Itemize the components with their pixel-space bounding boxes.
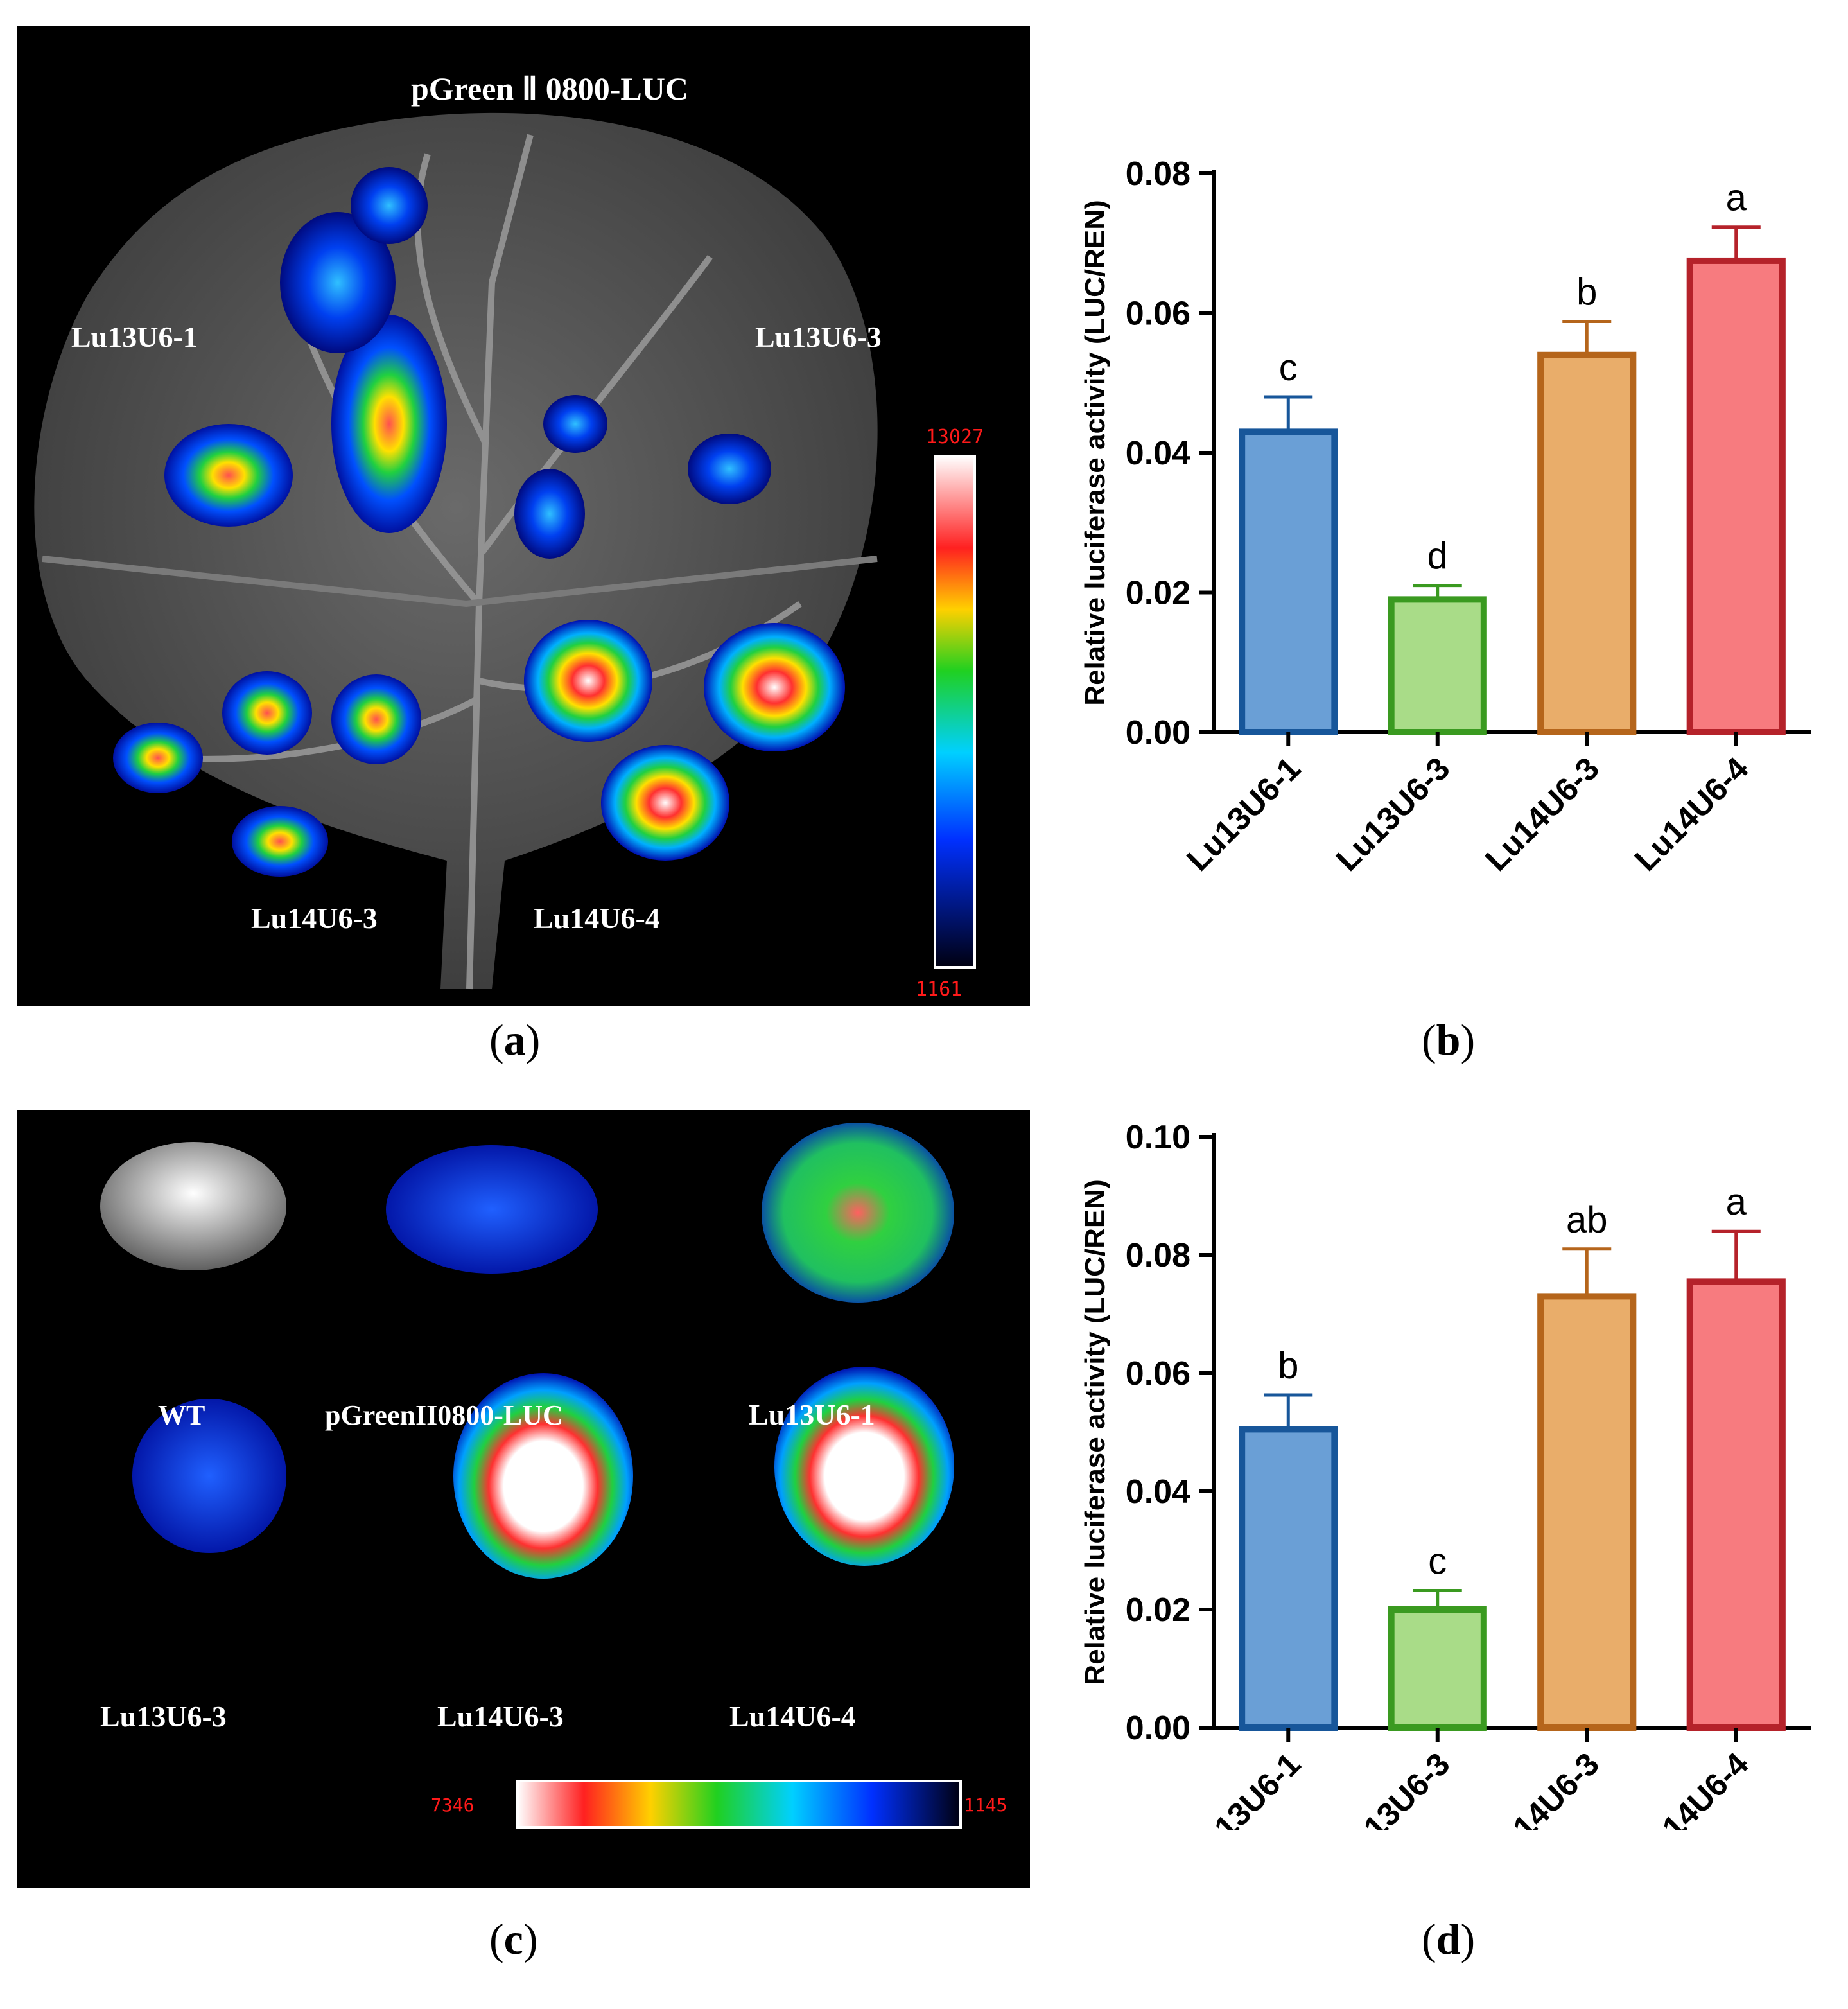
caption-d-letter: d — [1436, 1915, 1461, 1963]
leaf-image-svg: pGreen Ⅱ 0800-LUC Lu13U6-1 Lu13U6-3 Lu14… — [34, 71, 984, 1001]
significance-letter: b — [1278, 1345, 1298, 1387]
caption-c: (c) — [489, 1914, 538, 1965]
significance-letter: b — [1576, 272, 1597, 313]
bar-chart-b: 0.00 0.02 0.04 0.06 0.08 Relative luciferase … — [1079, 155, 1811, 878]
x-tick-label: Lu14U6-4 — [1628, 750, 1756, 878]
bar-lu14u6-4 — [1686, 1278, 1786, 1731]
y-tick-label: 0.00 — [1126, 714, 1190, 751]
caption-d: (d) — [1422, 1914, 1475, 1965]
sample-lu14u6-4 — [774, 1367, 954, 1566]
bar-lu14u6-3 — [1537, 1293, 1637, 1731]
caption-c-open: ( — [489, 1915, 504, 1963]
y-tick-label: 0.06 — [1126, 1355, 1190, 1392]
y-tick-label: 0.08 — [1126, 155, 1190, 193]
y-axis-label: Relative luciferase activity (LUC/REN) — [1079, 200, 1111, 705]
y-tick-label: 0.02 — [1126, 1592, 1190, 1629]
y-tick-label: 0.00 — [1126, 1710, 1190, 1747]
sample-lu13u6-3 — [132, 1399, 286, 1553]
callus-image-svg: WT pGreenII0800-LUC Lu13U6-1 Lu13U6-3 Lu… — [100, 1123, 1007, 1829]
x-tick-label: Lu13U6-3 — [1329, 1746, 1457, 1830]
luminescence-spots — [113, 167, 845, 877]
significance-letter: a — [1726, 1181, 1747, 1223]
sample-wt — [100, 1142, 286, 1270]
bar-lu13u6-3 — [1388, 596, 1487, 735]
scale-left-label: 7346 — [431, 1794, 474, 1816]
y-tick-label: 0.10 — [1126, 1119, 1190, 1156]
spot-label-lu13u6-1: Lu13U6-1 — [71, 320, 198, 353]
x-tick-label: Lu13U6-1 — [1180, 1746, 1307, 1830]
y-tick-label: 0.04 — [1126, 435, 1190, 472]
leaf-shape — [34, 112, 878, 989]
bar-lu14u6-3 — [1537, 351, 1637, 735]
x-tick-label: Lu14U6-3 — [1478, 1746, 1606, 1830]
x-tick-label: Lu13U6-3 — [1329, 750, 1457, 878]
intensity-scale-bar-horizontal — [516, 1780, 962, 1829]
caption-d-open: ( — [1422, 1915, 1436, 1963]
y-tick-label: 0.02 — [1126, 575, 1190, 612]
caption-a-close: ) — [525, 1015, 541, 1064]
sample-pgreen — [386, 1145, 598, 1274]
bar-lu13u6-3 — [1388, 1606, 1487, 1731]
x-tick-label: Lu14U6-4 — [1628, 1746, 1756, 1830]
sample-lu14u6-3 — [453, 1373, 633, 1579]
caption-b-close: ) — [1460, 1015, 1476, 1064]
y-axis-label: Relative luciferase activity (LUC/REN) — [1079, 1179, 1111, 1685]
caption-b: (b) — [1422, 1015, 1475, 1066]
scale-right-label: 1145 — [964, 1794, 1007, 1816]
caption-c-close: ) — [523, 1915, 538, 1963]
spot-label-lu13u6-3: Lu13U6-3 — [755, 320, 882, 353]
caption-a-letter: a — [503, 1015, 526, 1064]
significance-letter: d — [1427, 536, 1448, 577]
y-tick-label: 0.04 — [1126, 1473, 1190, 1511]
spot-label-lu14u6-3: Lu14U6-3 — [251, 902, 378, 934]
sample-label-lu14u6-4: Lu14U6-4 — [729, 1700, 856, 1733]
bar-lu13u6-1 — [1239, 1426, 1338, 1732]
sample-label-lu13u6-1: Lu13U6-1 — [749, 1398, 875, 1431]
y-tick-label: 0.08 — [1126, 1237, 1190, 1274]
x-tick-label: Lu14U6-3 — [1478, 750, 1606, 878]
top-construct-label: pGreen Ⅱ 0800-LUC — [411, 71, 688, 107]
sample-label-pgreen: pGreenII0800-LUC — [325, 1399, 563, 1431]
bar-lu14u6-4 — [1686, 257, 1786, 735]
y-tick-label: 0.06 — [1126, 295, 1190, 333]
significance-letter: ab — [1566, 1199, 1608, 1241]
caption-d-close: ) — [1460, 1915, 1476, 1963]
significance-letter: c — [1279, 347, 1298, 389]
sample-label-lu13u6-3: Lu13U6-3 — [100, 1700, 227, 1733]
sample-label-lu14u6-3: Lu14U6-3 — [437, 1700, 564, 1733]
bar-lu13u6-1 — [1239, 428, 1338, 735]
spot-label-lu14u6-4: Lu14U6-4 — [534, 902, 660, 934]
caption-b-open: ( — [1422, 1015, 1436, 1064]
divider-line — [42, 556, 878, 608]
sample-lu13u6-1 — [762, 1123, 954, 1303]
callus-luminescence-image: WT pGreenII0800-LUC Lu13U6-1 Lu13U6-3 Lu… — [17, 1110, 1030, 1888]
sample-label-wt: WT — [158, 1399, 205, 1431]
caption-c-letter: c — [503, 1915, 523, 1963]
x-tick-label: Lu13U6-1 — [1180, 750, 1307, 878]
caption-a-open: ( — [489, 1015, 504, 1064]
bar-chart-d: 0.00 0.02 0.04 0.06 0.08 0.10 Relative lucifer… — [1079, 1119, 1811, 1830]
scale-min-label: 1161 — [916, 978, 962, 1001]
significance-letter: a — [1726, 177, 1747, 219]
leaf-luminescence-image: pGreen Ⅱ 0800-LUC Lu13U6-1 Lu13U6-3 Lu14… — [17, 26, 1030, 1006]
caption-b-letter: b — [1436, 1015, 1461, 1064]
caption-a: (a) — [489, 1015, 540, 1066]
significance-letter: c — [1428, 1541, 1447, 1583]
scale-max-label: 13027 — [926, 426, 984, 448]
intensity-scale-bar — [934, 455, 976, 969]
